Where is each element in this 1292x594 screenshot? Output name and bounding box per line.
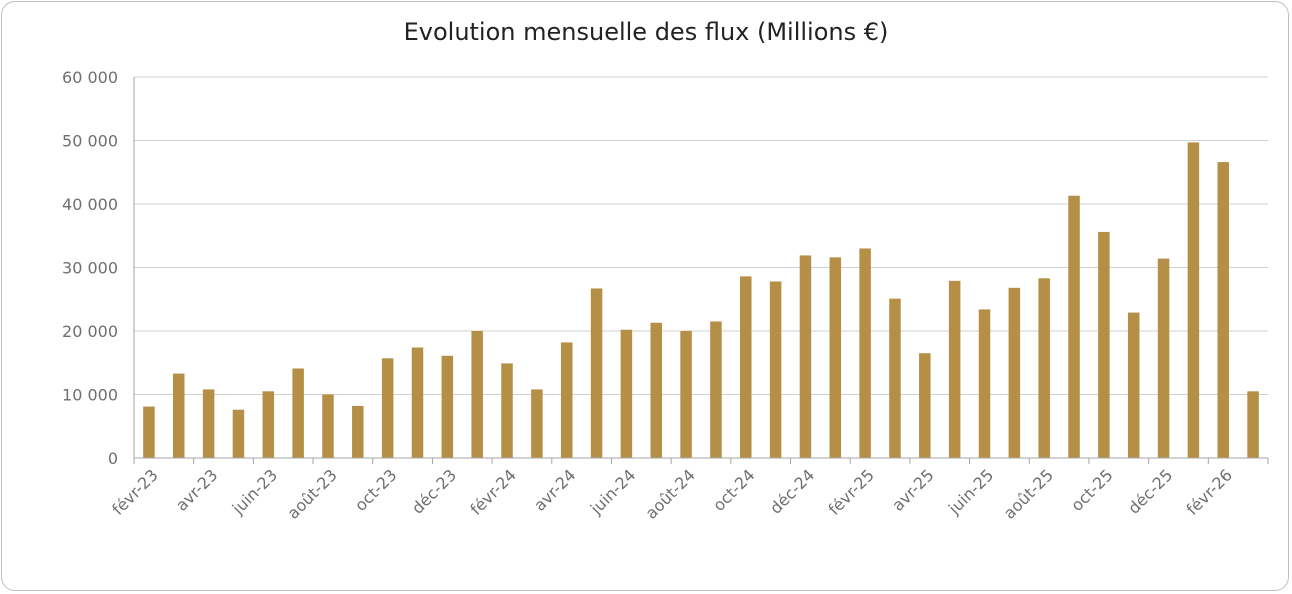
x-tick-label: août-24 [642, 465, 699, 522]
x-tick-label: févr-26 [1183, 465, 1236, 518]
bar [1127, 312, 1140, 458]
bar [292, 368, 304, 458]
x-tick-label: févr-24 [466, 465, 519, 518]
bar [859, 248, 871, 458]
bar [1038, 278, 1050, 458]
bar [1068, 195, 1080, 458]
x-tick-label: févr-23 [108, 465, 161, 518]
bar [232, 409, 245, 458]
bar [1157, 258, 1170, 458]
bar [829, 257, 842, 458]
y-tick-label: 20 000 [62, 322, 118, 341]
x-tick-label: août-23 [283, 465, 340, 522]
chart-title: Evolution mensuelle des flux (Millions €… [403, 18, 889, 46]
x-tick-label: avr-25 [888, 465, 937, 514]
x-tick-label: déc-24 [766, 465, 818, 517]
y-tick-label: 10 000 [62, 386, 118, 405]
x-tick-labels: févr-23 avr-23 juin-23 août-23 oct-23 déc-23 f… [108, 465, 1236, 522]
x-tick-label: avr-23 [172, 465, 221, 514]
bar [710, 321, 722, 458]
x-tick-label: déc-23 [408, 465, 460, 517]
x-tick-label: oct-23 [351, 465, 400, 514]
bar [202, 389, 215, 458]
bar [1008, 287, 1021, 458]
bar [173, 373, 185, 458]
x-tick-label: août-25 [1000, 465, 1057, 522]
x-tick-label: oct-25 [1067, 465, 1116, 514]
bar [680, 331, 692, 458]
bar [769, 281, 782, 458]
bar [262, 391, 275, 458]
bar [889, 298, 901, 458]
x-tick-label: juin-25 [944, 465, 997, 518]
bar [322, 394, 334, 458]
x-tick-label: oct-24 [709, 465, 758, 514]
bar [1098, 231, 1110, 458]
bar [381, 358, 394, 458]
bar [143, 406, 155, 458]
y-tick-label: 40 000 [62, 195, 118, 214]
x-tick-label: juin-24 [586, 465, 639, 518]
axes [133, 77, 1269, 464]
bar [352, 405, 364, 458]
bar [471, 331, 483, 458]
bar [501, 363, 513, 458]
bar [650, 322, 662, 458]
bar [1187, 142, 1200, 458]
bar [799, 255, 812, 458]
bar [1217, 162, 1229, 458]
y-tick-label: 60 000 [62, 68, 118, 87]
bar [978, 309, 991, 458]
x-tick-label: déc-25 [1124, 465, 1176, 517]
bar [590, 288, 603, 458]
y-tick-label: 30 000 [62, 259, 118, 278]
bar [560, 342, 573, 458]
bar [919, 353, 931, 458]
y-tick-label: 50 000 [62, 132, 118, 151]
bars [143, 142, 1259, 458]
bar [531, 389, 543, 458]
bar [411, 347, 424, 458]
bar [1247, 391, 1259, 458]
y-tick-label: 0 [108, 449, 118, 468]
bar [441, 355, 454, 458]
gridlines [134, 76, 1268, 395]
x-tick-label: avr-24 [530, 465, 579, 514]
bar [948, 280, 961, 458]
x-tick-label: févr-25 [824, 465, 877, 518]
bar [620, 329, 633, 458]
y-tick-labels: 0 10 000 20 000 30 000 40 000 50 000 60 000 [62, 68, 118, 468]
bar [740, 276, 752, 458]
x-tick-label: juin-23 [228, 465, 281, 518]
